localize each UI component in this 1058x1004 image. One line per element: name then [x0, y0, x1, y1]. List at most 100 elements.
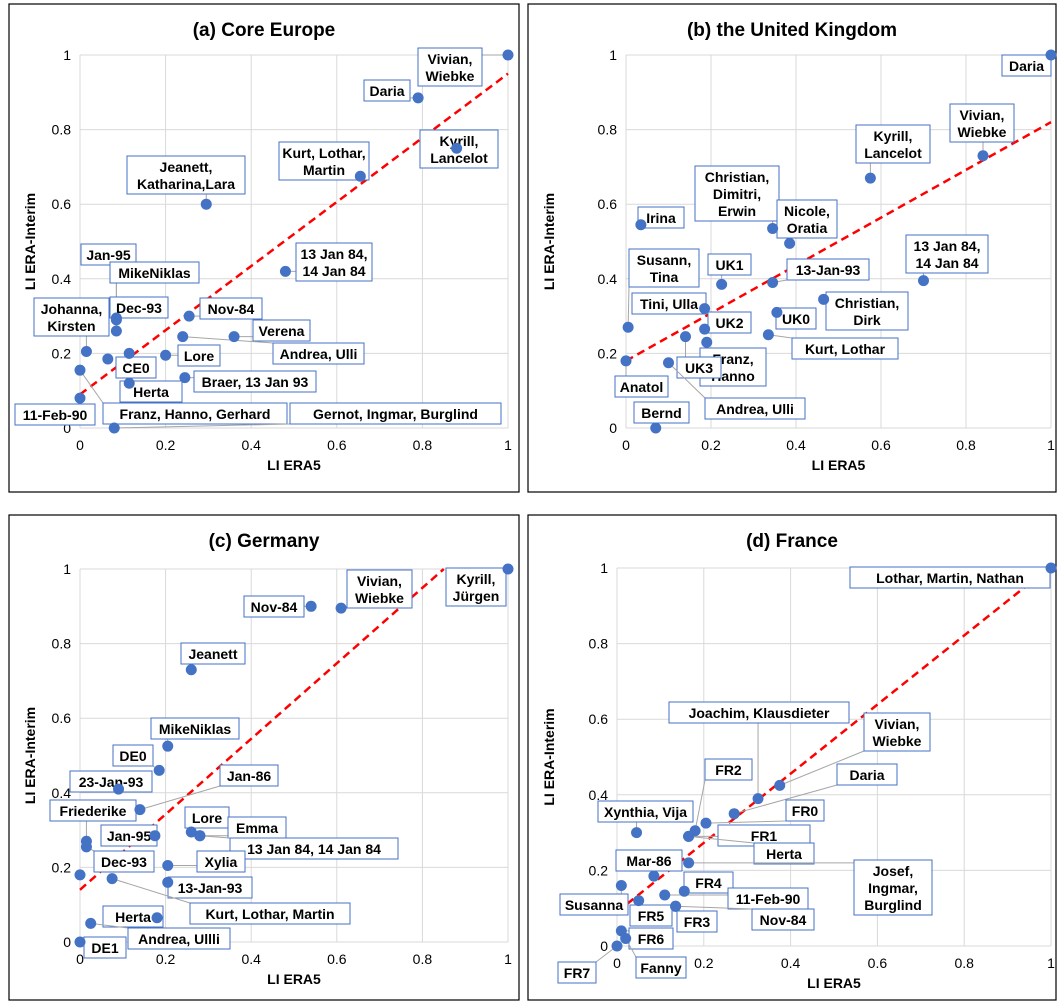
point-label: Andrea, Ulli — [280, 346, 358, 362]
data-point — [108, 422, 120, 434]
data-point — [80, 346, 92, 358]
data-point — [451, 142, 463, 154]
point-label: 13 Jan 84, 14 Jan 84 — [247, 841, 381, 857]
data-point — [774, 779, 786, 791]
point-label-box — [753, 842, 815, 865]
data-point — [160, 349, 172, 361]
point-label-box — [109, 261, 200, 284]
data-point — [620, 355, 632, 367]
point-label: Franz, Hanno — [711, 351, 755, 384]
chart-title: (b) the United Kingdom — [687, 20, 897, 41]
point-label: DE0 — [119, 748, 146, 764]
point-label-box — [180, 642, 246, 665]
data-point — [502, 563, 514, 575]
label-leader — [694, 779, 706, 831]
x-axis-label: LI ERA5 — [807, 975, 861, 991]
x-axis-label: LI ERA5 — [812, 457, 866, 473]
point-label-box — [614, 375, 669, 398]
point-label: Daria — [849, 767, 884, 783]
point-label-box — [196, 850, 246, 873]
point-label: Braer, 13 Jan 93 — [202, 374, 309, 390]
point-label: Anatol — [620, 379, 664, 395]
point-label-box — [289, 402, 502, 425]
point-label: UK3 — [685, 360, 713, 376]
data-point — [699, 323, 711, 335]
y-axis-label: LI ERA-Interim — [541, 193, 557, 290]
point-label-box — [278, 141, 370, 181]
point-label: Herta — [766, 846, 802, 862]
data-point — [194, 830, 206, 842]
data-point — [767, 222, 779, 234]
x-axis-label: LI ERA5 — [267, 457, 321, 473]
point-label-box — [785, 799, 825, 822]
data-point — [179, 372, 191, 384]
point-label: UK1 — [715, 257, 743, 273]
point-label-box — [776, 199, 838, 239]
y-tick-label: 0.4 — [589, 787, 609, 803]
data-point — [74, 936, 86, 948]
point-label-box — [115, 356, 157, 379]
point-label: Mar-86 — [626, 853, 671, 869]
label-leader — [627, 286, 630, 328]
point-label: Jeanett — [188, 646, 237, 662]
point-label: Daria — [1009, 58, 1044, 74]
data-point — [680, 331, 691, 343]
data-point — [818, 293, 830, 305]
point-label: Lore — [192, 810, 223, 826]
point-label-box — [635, 956, 687, 979]
point-label-box — [836, 763, 898, 786]
data-point — [701, 336, 713, 348]
point-label: 13 Jan 84, 14 Jan 84 — [301, 246, 368, 279]
data-point — [633, 895, 645, 907]
point-label: Dec-93 — [101, 854, 147, 870]
point-label: Herta — [115, 909, 151, 925]
point-label-box — [193, 370, 317, 393]
point-label-box — [102, 402, 288, 425]
point-label: FR2 — [715, 762, 742, 778]
point-label: FR5 — [638, 908, 665, 924]
data-point — [162, 876, 174, 888]
point-label-box — [683, 871, 734, 894]
data-point — [1045, 49, 1057, 61]
label-leader — [675, 905, 753, 910]
point-label-box — [189, 902, 351, 925]
point-label: 11-Feb-90 — [23, 407, 88, 423]
x-axis-label: LI ERA5 — [267, 971, 321, 987]
point-label-box — [633, 401, 690, 424]
point-label-box — [445, 567, 507, 607]
point-label-box — [112, 744, 154, 767]
point-label: Lore — [184, 348, 215, 364]
point-label: 13-Jan-93 — [178, 880, 243, 896]
data-point — [611, 940, 623, 952]
point-label-box — [791, 337, 899, 360]
x-tick-label: 0.8 — [956, 437, 976, 453]
data-point — [670, 900, 682, 912]
point-label: Irina — [646, 210, 676, 226]
point-label: Herta — [133, 384, 169, 400]
point-label: Susann, Tina — [637, 252, 691, 285]
data-point — [305, 600, 317, 612]
point-label: FR1 — [751, 828, 778, 844]
y-tick-label: 0.8 — [52, 636, 72, 652]
panel-4: 0 0.2 0.4 0.6 0.8 1 0 0.2 0.4 0.6 0.8 1 (d) France LI… — [527, 514, 1057, 1001]
label-leader — [688, 835, 755, 844]
data-point — [102, 353, 114, 365]
y-tick-label: 0.6 — [589, 711, 609, 727]
point-label: Xylia — [205, 854, 238, 870]
data-point — [183, 310, 195, 322]
label-leader — [779, 750, 865, 786]
data-point — [123, 347, 135, 359]
y-axis-label: LI ERA-Interim — [22, 707, 38, 804]
y-tick-label: 0.6 — [52, 710, 72, 726]
x-tick-label: 1 — [504, 951, 512, 967]
point-label: Kurt, Lothar, Martin — [205, 906, 334, 922]
x-tick-label: 0.2 — [701, 437, 721, 453]
point-label: Christian, Dimitri, Erwin — [705, 169, 770, 219]
panel-2: 0 0.2 0.4 0.6 0.8 1 0 0.2 0.4 0.6 0.8 1 (b) the Unit… — [527, 3, 1057, 493]
point-label: Lothar, Martin, Nathan — [876, 570, 1024, 586]
data-point — [279, 265, 291, 277]
point-label-box — [775, 307, 817, 330]
point-label: Emma — [236, 820, 278, 836]
panel-3: 0 0.2 0.4 0.6 0.8 1 0 0.2 0.4 0.6 0.8 1 (c) Germany L… — [8, 514, 520, 1001]
point-label-box — [704, 397, 806, 420]
